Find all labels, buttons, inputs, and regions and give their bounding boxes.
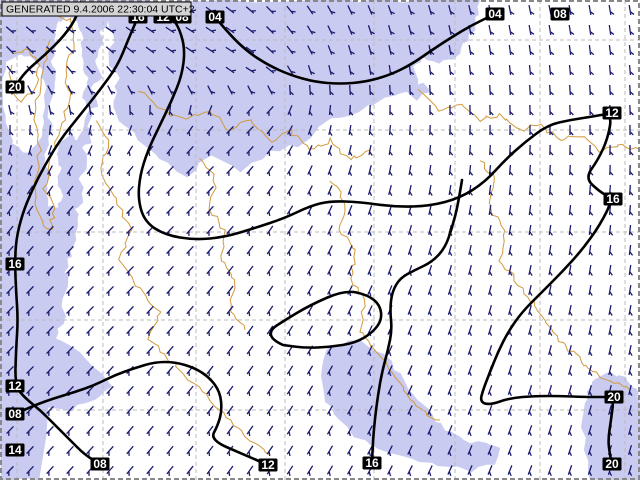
svg-text:04: 04 <box>488 7 502 21</box>
svg-text:16: 16 <box>8 257 22 271</box>
svg-text:16: 16 <box>365 456 379 470</box>
svg-text:20: 20 <box>605 457 619 471</box>
svg-text:16: 16 <box>606 192 620 206</box>
svg-text:08: 08 <box>553 7 567 21</box>
svg-text:08: 08 <box>93 457 107 471</box>
svg-text:20: 20 <box>8 80 22 94</box>
svg-text:GENERATED 9.4.2006 22:30:04 UT: GENERATED 9.4.2006 22:30:04 UTC+2 <box>6 4 195 16</box>
svg-text:08: 08 <box>8 407 22 421</box>
svg-text:14: 14 <box>8 443 22 457</box>
svg-text:12: 12 <box>261 458 275 472</box>
svg-text:04: 04 <box>208 10 222 24</box>
svg-text:20: 20 <box>607 390 621 404</box>
svg-text:12: 12 <box>605 106 619 120</box>
svg-text:12: 12 <box>8 379 22 393</box>
